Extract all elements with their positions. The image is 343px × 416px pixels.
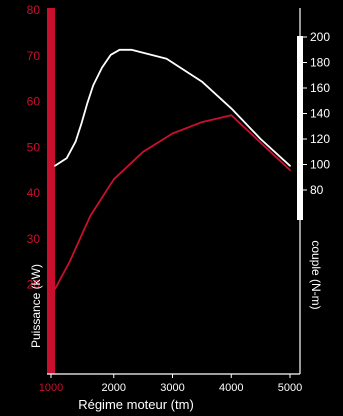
x-tick-label: 3000 bbox=[160, 382, 184, 394]
y-left-tick-label: 20 bbox=[27, 278, 41, 292]
y-left-tick-label: 30 bbox=[27, 232, 41, 246]
y-right-tick-label: 80 bbox=[310, 183, 324, 197]
power-curve bbox=[54, 114, 291, 290]
y-left-tick-label: 80 bbox=[27, 3, 41, 17]
torque-curve bbox=[54, 48, 291, 167]
y-left-tick-label: 70 bbox=[27, 49, 41, 63]
right-axis-bar bbox=[297, 36, 303, 220]
x-tick-label: 1000 bbox=[39, 382, 63, 394]
x-tick-label: 5000 bbox=[278, 382, 302, 394]
y-left-tick-label: 50 bbox=[27, 140, 41, 154]
y-left-tick-label: 40 bbox=[27, 186, 41, 200]
left-axis-bar bbox=[47, 8, 55, 374]
x-tick-label: 2000 bbox=[102, 382, 126, 394]
y-axis-right-label: couple (N-m) bbox=[309, 240, 323, 309]
y-right-tick-label: 160 bbox=[310, 81, 330, 95]
y-right-tick-label: 140 bbox=[310, 107, 330, 121]
y-right-tick-label: 180 bbox=[310, 56, 330, 70]
x-axis-label: Régime moteur (tm) bbox=[78, 397, 194, 412]
y-right-tick-label: 100 bbox=[310, 158, 330, 172]
right-tick-labels: 80 100 120 140 160 180 200 bbox=[303, 30, 330, 197]
left-tick-labels: 20 30 40 50 60 70 80 bbox=[27, 3, 41, 292]
y-axis-left-label: Puissance (kW) bbox=[29, 264, 43, 348]
series-layer bbox=[54, 48, 291, 290]
y-left-tick-label: 60 bbox=[27, 95, 41, 109]
x-tick-label: 4000 bbox=[219, 382, 243, 394]
y-right-tick-label: 120 bbox=[310, 132, 330, 146]
y-right-tick-label: 200 bbox=[310, 30, 330, 44]
x-tick-labels: 1000 2000 3000 4000 5000 bbox=[39, 374, 302, 394]
